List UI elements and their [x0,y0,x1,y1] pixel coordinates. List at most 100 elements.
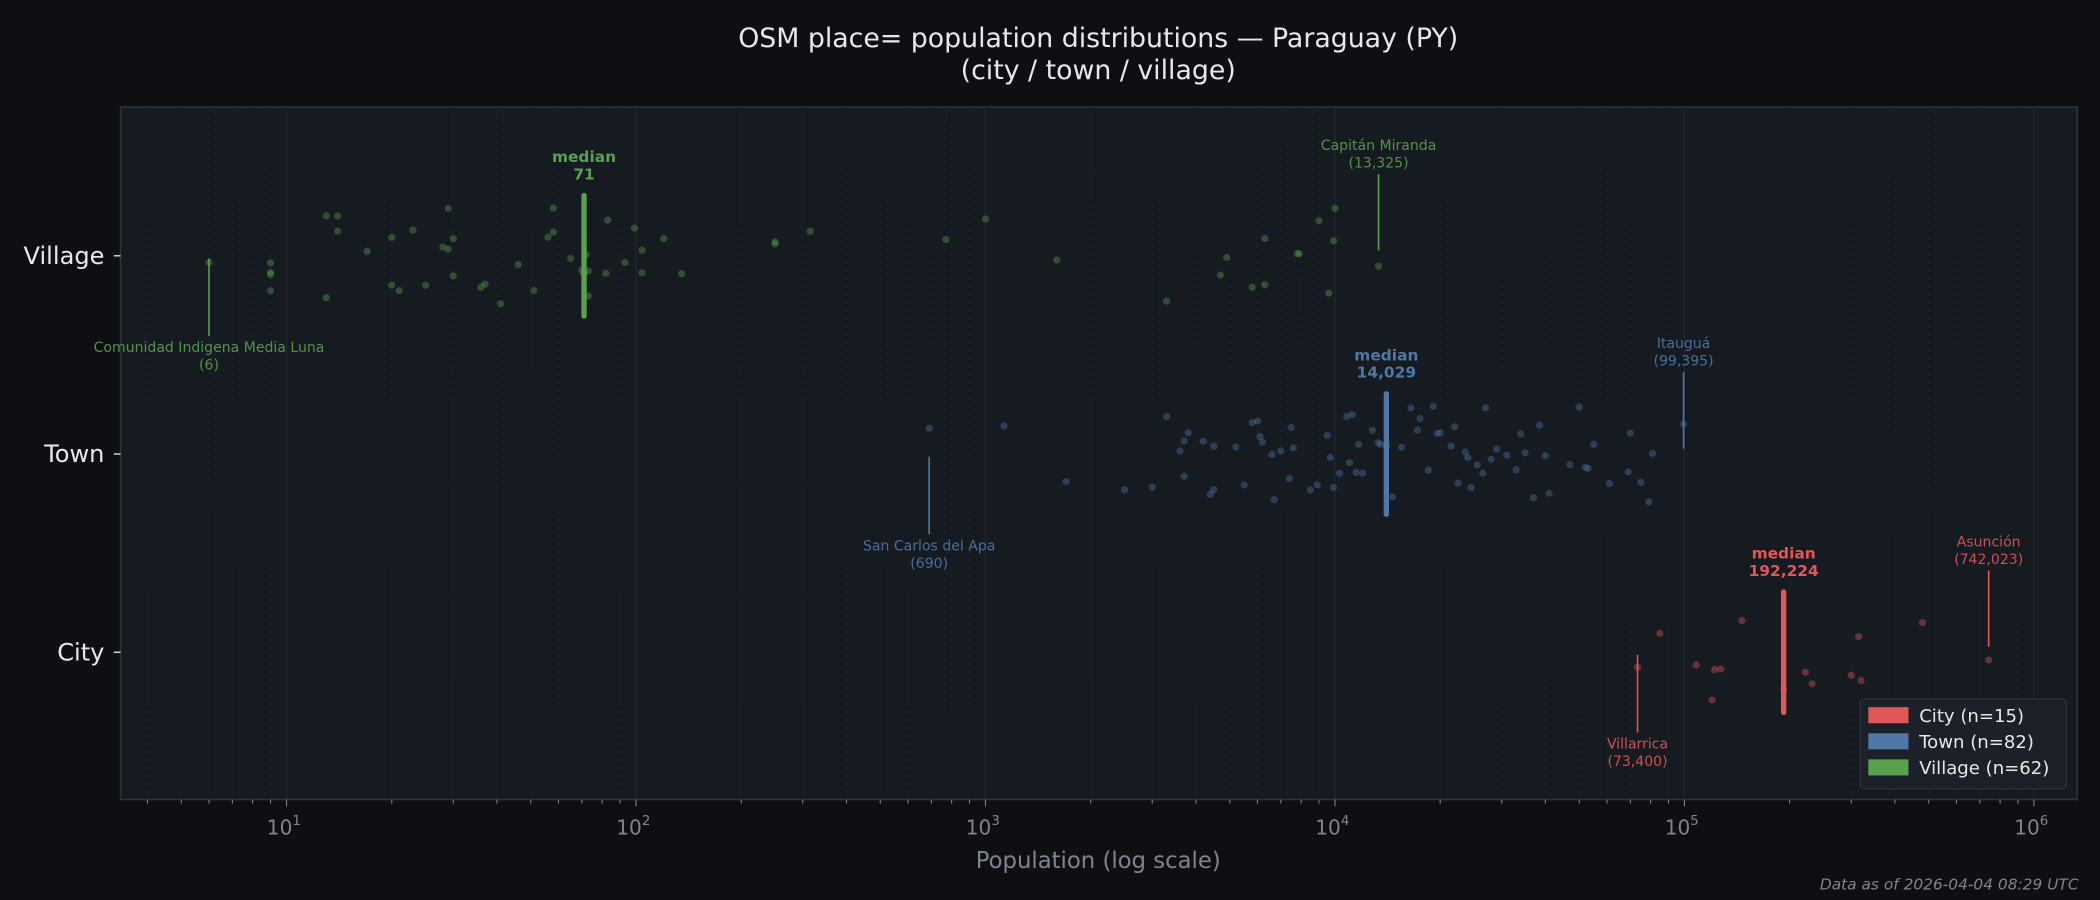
data-points [205,192,1993,716]
point-village [388,281,396,289]
point-village [660,234,668,243]
point-village [449,272,457,280]
point-city [1857,676,1865,685]
legend-swatch-city [1868,707,1909,724]
point-town [1352,468,1360,477]
point-town [1329,483,1338,492]
point-village [333,227,342,235]
city-median-annotation-value: 192,224 [1749,562,1819,580]
city-min-annotation-name: Villarrica [1607,737,1668,753]
point-town [1258,438,1267,446]
city-median-annotation-label: median [1752,544,1816,562]
legend-box [1859,698,2068,790]
town-min-annotation-name: San Carlos del Apa [863,538,995,554]
point-village [942,235,950,244]
point-town [1343,412,1351,421]
point-town [925,424,933,432]
point-town [1416,415,1424,423]
point-town [1199,437,1207,445]
point-city [1711,665,1719,674]
point-village [266,259,275,267]
point-town [1285,474,1293,483]
point-town [1512,466,1520,474]
legend-label-city: City (n=15) [1919,706,2024,727]
point-town [1424,466,1432,474]
legend: City (n=15) Town (n=82) Village (n=62) [1859,698,2068,790]
point-town [1541,452,1550,460]
village-max-annotation-name: Capitán Miranda [1321,138,1437,154]
plot-area [119,106,2079,801]
point-town [1397,443,1406,451]
point-village [530,286,538,295]
point-town [1492,445,1501,453]
point-village [1325,289,1333,297]
point-town [1648,449,1657,457]
point-village [771,240,779,248]
y-tick-label-city: City [57,638,104,666]
point-town [1645,498,1653,506]
x-tick-label: 104 [1315,814,1349,839]
point-city [1692,661,1700,669]
point-village [1216,271,1224,279]
point-town [1120,486,1129,494]
point-village [388,233,396,242]
point-town [1180,437,1188,445]
point-village [549,204,557,212]
point-village [1261,234,1269,243]
y-tick-label-village: Village [24,242,105,270]
point-town [1062,478,1070,486]
point-village [544,233,552,241]
point-town [1210,442,1218,450]
legend-label-village: Village (n=62) [1919,758,2049,779]
point-town [1359,469,1367,477]
point-city [1808,680,1816,688]
point-town [1454,479,1462,487]
footnote: Data as of 2026-04-04 08:29 UTC [1820,875,2079,893]
point-village [395,286,403,295]
point-town [1206,490,1214,499]
point-village [1223,253,1231,262]
point-town [1605,479,1614,488]
point-town [1529,494,1538,502]
point-town [1637,478,1645,486]
point-town [1436,429,1444,437]
point-town [1277,447,1285,455]
town-median-annotation-label: median [1354,346,1418,364]
point-city [1717,665,1725,673]
point-village [981,215,990,223]
x-tick-label: 103 [966,814,1000,839]
point-town [1355,440,1363,448]
point-town [1335,469,1344,477]
point-village [444,204,452,213]
point-village [444,245,452,253]
village-min-annotation-value: (6) [199,358,219,374]
x-tick-label: 101 [267,814,301,839]
point-village [1374,262,1383,270]
town-max-annotation-name: Itauguá [1657,336,1711,352]
point-city [1985,656,1993,664]
point-town [1376,440,1385,449]
point-town [1584,464,1592,472]
point-town [1253,417,1262,425]
point-town [1163,412,1171,421]
point-village [621,258,629,267]
point-city [1656,629,1664,638]
point-town [1407,404,1415,412]
point-city [1738,617,1746,625]
x-tick-label: 105 [1665,814,1699,839]
y-axis: Village Town City [24,242,121,666]
legend-swatch-town [1868,733,1909,750]
point-town [1000,422,1008,430]
point-city [1801,668,1810,676]
city-max-annotation-name: Asunción [1957,534,2021,550]
x-tick-label: 102 [616,814,650,839]
point-village [421,281,430,289]
point-village [266,287,275,295]
point-town [1461,448,1469,456]
point-village [567,254,575,263]
point-town [1467,483,1475,492]
point-town [1429,402,1437,410]
point-town [1268,450,1276,459]
point-village [604,216,612,224]
